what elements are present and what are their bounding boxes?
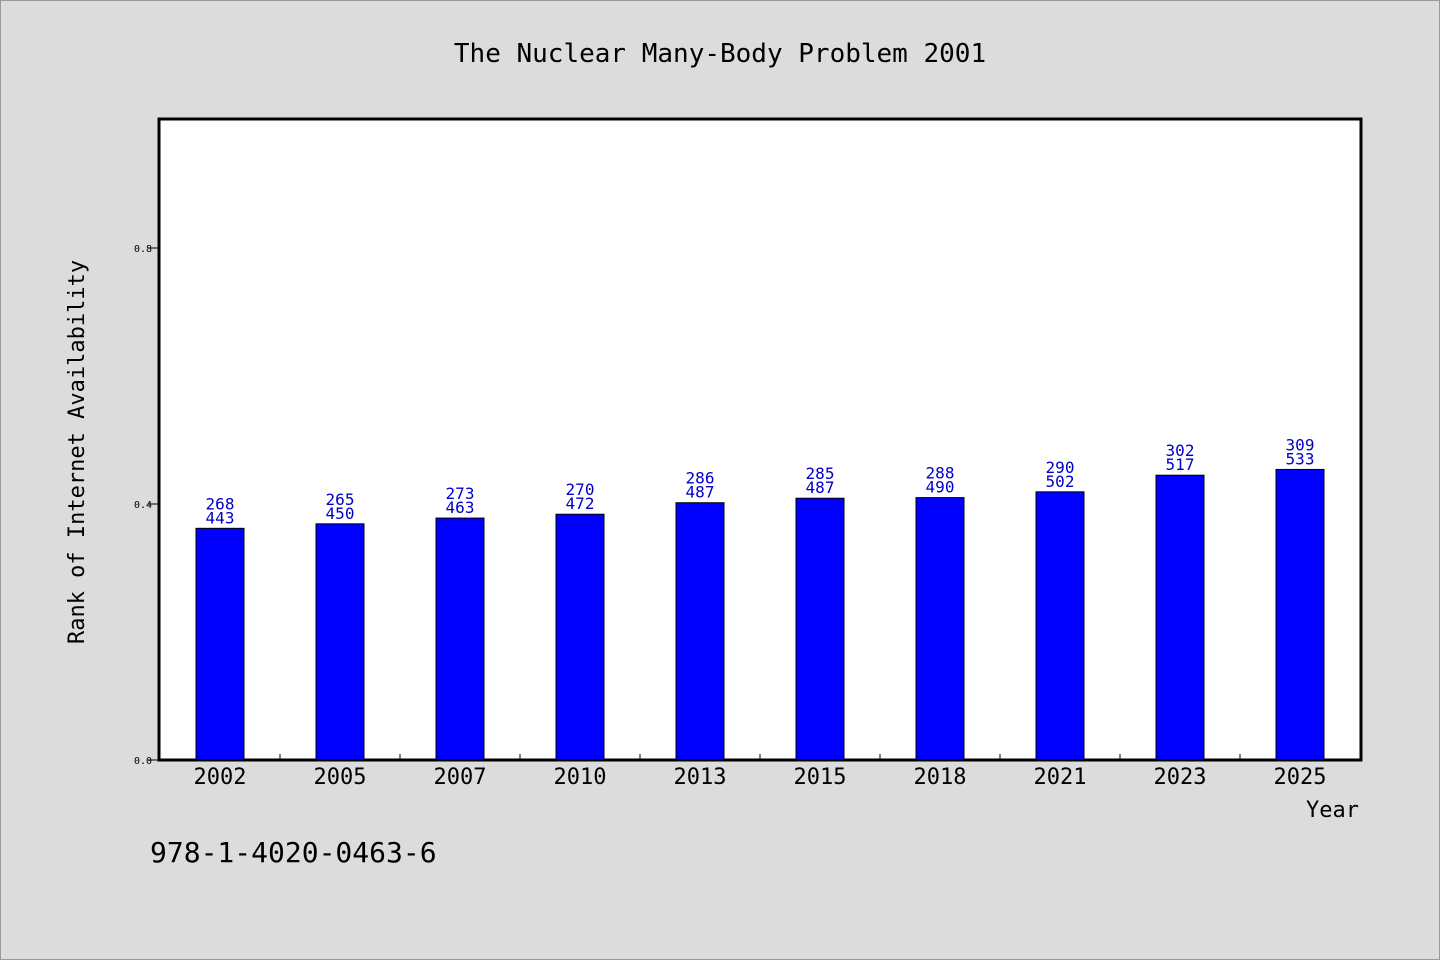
data-label: 270 <box>566 480 595 499</box>
bar <box>195 527 245 761</box>
data-label: 268 <box>206 494 235 513</box>
bar <box>1275 468 1325 761</box>
x-tick-label: 2007 <box>434 765 487 790</box>
x-tick-label: 2021 <box>1034 765 1087 790</box>
bar <box>1155 474 1205 761</box>
data-label: 490 <box>926 478 955 497</box>
data-label: 443 <box>206 508 235 527</box>
data-label: 487 <box>686 483 715 502</box>
data-label: 533 <box>1286 449 1315 468</box>
y-tick-label: 0.8 <box>134 244 152 255</box>
data-label: 286 <box>686 469 715 488</box>
chart-title: The Nuclear Many-Body Problem 2001 <box>454 39 986 69</box>
bar <box>435 517 485 761</box>
x-tick-label: 2023 <box>1154 765 1207 790</box>
data-labels: 2684432654502734632704722864872854872884… <box>206 435 1315 527</box>
bar <box>795 497 845 761</box>
y-axis-ticks: 0.0 0.4 0.8 <box>134 244 160 767</box>
y-tick-label: 0.0 <box>134 756 152 767</box>
x-axis-label: Year <box>1306 798 1359 823</box>
data-label: 288 <box>926 464 955 483</box>
data-label: 273 <box>446 484 475 503</box>
y-tick-label: 0.4 <box>134 500 152 511</box>
data-label: 285 <box>806 464 835 483</box>
data-label: 309 <box>1286 435 1315 454</box>
bar <box>315 523 365 761</box>
bar <box>915 497 965 761</box>
x-tick-label: 2018 <box>914 765 967 790</box>
bar <box>555 513 605 761</box>
data-label: 487 <box>806 478 835 497</box>
isbn-label: 978-1-4020-0463-6 <box>150 836 437 869</box>
data-label: 290 <box>1046 458 1075 477</box>
bars <box>195 468 1325 761</box>
bar <box>675 502 725 761</box>
bar <box>1035 491 1085 761</box>
data-label: 302 <box>1166 441 1195 460</box>
x-tick-label: 2010 <box>554 765 607 790</box>
x-tick-label: 2025 <box>1274 765 1327 790</box>
x-tick-label: 2005 <box>314 765 367 790</box>
data-label: 472 <box>566 494 595 513</box>
data-label: 463 <box>446 498 475 517</box>
x-tick-label: 2015 <box>794 765 847 790</box>
data-label: 517 <box>1166 455 1195 474</box>
data-label: 450 <box>326 504 355 523</box>
x-tick-label: 2013 <box>674 765 727 790</box>
data-label: 265 <box>326 490 355 509</box>
x-tick-label: 2002 <box>194 765 247 790</box>
data-label: 502 <box>1046 472 1075 491</box>
x-axis-ticks: 2002 2005 2007 2010 2013 2015 2018 2021 2023 2025 <box>194 754 1327 790</box>
y-axis-label: Rank of Internet Availability <box>65 260 90 644</box>
